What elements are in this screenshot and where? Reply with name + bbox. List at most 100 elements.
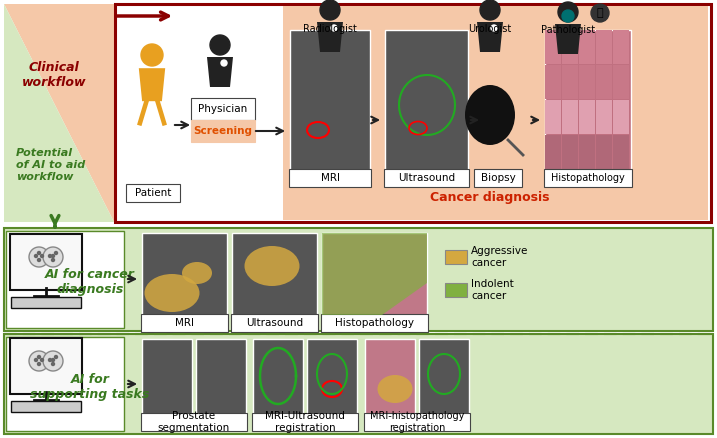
FancyBboxPatch shape	[545, 135, 561, 169]
Text: Cancer diagnosis: Cancer diagnosis	[430, 191, 550, 205]
Circle shape	[37, 258, 40, 261]
FancyBboxPatch shape	[562, 135, 578, 169]
Ellipse shape	[244, 246, 300, 286]
FancyBboxPatch shape	[445, 250, 467, 264]
Text: Radiologist: Radiologist	[303, 24, 357, 34]
FancyBboxPatch shape	[142, 339, 192, 414]
FancyBboxPatch shape	[385, 30, 468, 170]
Circle shape	[331, 25, 337, 31]
FancyBboxPatch shape	[6, 337, 124, 431]
FancyBboxPatch shape	[544, 169, 632, 187]
Polygon shape	[4, 4, 114, 222]
Text: MRI-Ultrasound
registration: MRI-Ultrasound registration	[265, 411, 345, 433]
FancyBboxPatch shape	[4, 334, 713, 434]
FancyBboxPatch shape	[196, 339, 246, 414]
Text: Indolent
cancer: Indolent cancer	[471, 279, 514, 301]
Polygon shape	[322, 233, 427, 315]
FancyBboxPatch shape	[579, 65, 595, 99]
Ellipse shape	[465, 85, 515, 145]
Text: Screening: Screening	[194, 126, 252, 136]
FancyBboxPatch shape	[115, 4, 711, 222]
FancyBboxPatch shape	[545, 100, 561, 134]
Polygon shape	[4, 4, 114, 222]
FancyBboxPatch shape	[289, 169, 371, 187]
FancyBboxPatch shape	[191, 98, 255, 120]
Text: Prostate
segmentation: Prostate segmentation	[158, 411, 230, 433]
Circle shape	[52, 258, 54, 261]
FancyBboxPatch shape	[126, 184, 180, 202]
FancyBboxPatch shape	[613, 30, 629, 64]
Text: AI for
supporting tasks: AI for supporting tasks	[30, 373, 150, 401]
FancyBboxPatch shape	[562, 100, 578, 134]
FancyBboxPatch shape	[283, 6, 708, 220]
Text: Ultrasound: Ultrasound	[398, 173, 455, 183]
FancyBboxPatch shape	[445, 283, 467, 297]
Text: Urologist: Urologist	[468, 24, 512, 34]
Circle shape	[34, 254, 37, 258]
Text: Ultrasound: Ultrasound	[246, 318, 303, 328]
FancyBboxPatch shape	[321, 314, 428, 332]
FancyBboxPatch shape	[545, 65, 561, 99]
Text: Patient: Patient	[135, 188, 171, 198]
FancyBboxPatch shape	[579, 30, 595, 64]
Text: MRI: MRI	[175, 318, 194, 328]
Circle shape	[591, 4, 609, 22]
Text: Histopathology: Histopathology	[335, 318, 414, 328]
FancyBboxPatch shape	[596, 30, 612, 64]
Circle shape	[37, 251, 40, 254]
Circle shape	[34, 358, 37, 361]
Text: MRI: MRI	[320, 173, 340, 183]
Circle shape	[43, 247, 63, 267]
FancyBboxPatch shape	[232, 233, 317, 315]
FancyBboxPatch shape	[596, 135, 612, 169]
Circle shape	[40, 254, 44, 258]
Ellipse shape	[182, 262, 212, 284]
FancyBboxPatch shape	[142, 233, 227, 315]
FancyBboxPatch shape	[613, 135, 629, 169]
FancyBboxPatch shape	[4, 228, 713, 331]
Circle shape	[52, 358, 54, 361]
Text: Biopsy: Biopsy	[480, 173, 516, 183]
FancyBboxPatch shape	[613, 100, 629, 134]
FancyBboxPatch shape	[290, 30, 370, 170]
FancyBboxPatch shape	[11, 297, 81, 308]
Text: 🔬: 🔬	[597, 8, 603, 18]
Circle shape	[49, 358, 52, 361]
FancyBboxPatch shape	[6, 231, 124, 328]
Polygon shape	[207, 57, 233, 87]
Ellipse shape	[377, 375, 412, 403]
FancyBboxPatch shape	[231, 314, 318, 332]
Circle shape	[320, 0, 340, 20]
Circle shape	[480, 0, 500, 20]
FancyBboxPatch shape	[141, 413, 247, 431]
FancyBboxPatch shape	[191, 120, 255, 142]
Text: Clinical
workflow: Clinical workflow	[22, 61, 86, 89]
FancyBboxPatch shape	[10, 234, 82, 290]
Circle shape	[491, 25, 497, 31]
Text: MRI-histopathology
registration: MRI-histopathology registration	[370, 411, 464, 433]
Circle shape	[52, 254, 54, 258]
Text: Physician: Physician	[199, 104, 247, 114]
Polygon shape	[139, 68, 165, 101]
Polygon shape	[555, 24, 581, 54]
FancyBboxPatch shape	[613, 65, 629, 99]
FancyBboxPatch shape	[141, 314, 228, 332]
Text: Pathologist: Pathologist	[541, 25, 595, 35]
FancyBboxPatch shape	[474, 169, 522, 187]
Circle shape	[29, 247, 49, 267]
Polygon shape	[317, 22, 343, 52]
Circle shape	[221, 60, 227, 66]
FancyBboxPatch shape	[10, 338, 82, 394]
FancyBboxPatch shape	[579, 135, 595, 169]
Circle shape	[141, 44, 163, 66]
Circle shape	[49, 254, 52, 258]
FancyBboxPatch shape	[11, 401, 81, 412]
FancyBboxPatch shape	[545, 30, 561, 64]
FancyBboxPatch shape	[365, 339, 415, 414]
FancyBboxPatch shape	[596, 65, 612, 99]
FancyBboxPatch shape	[419, 339, 469, 414]
FancyBboxPatch shape	[322, 233, 427, 315]
Circle shape	[54, 251, 57, 254]
Circle shape	[37, 363, 40, 365]
Circle shape	[54, 356, 57, 358]
